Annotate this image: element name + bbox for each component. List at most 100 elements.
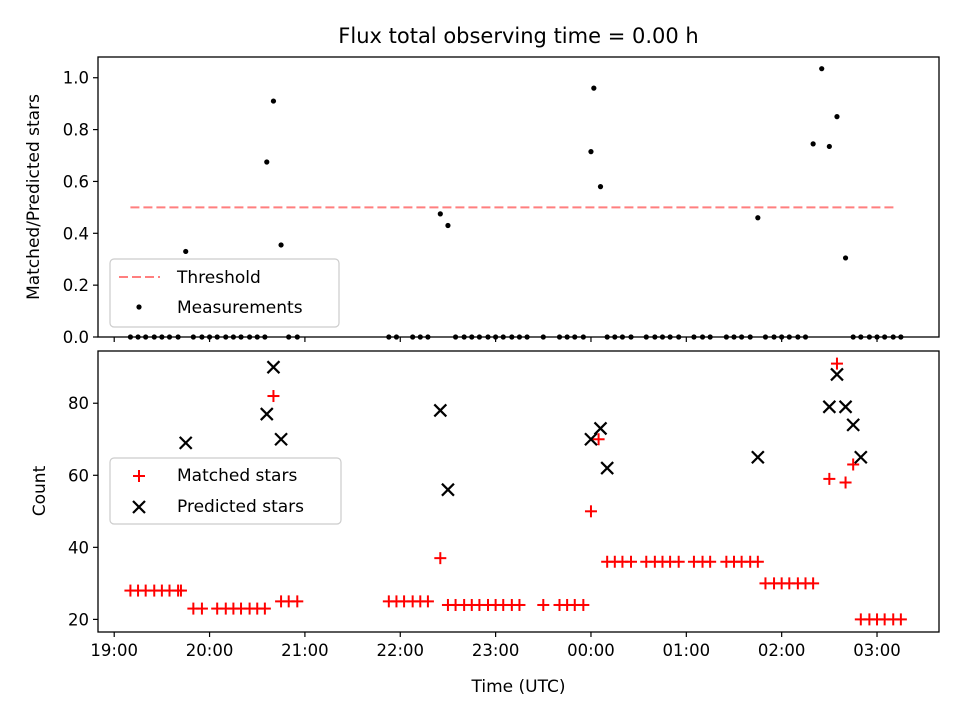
top-y-tick-label: 0.6 xyxy=(63,172,89,191)
predicted-point-b xyxy=(830,367,844,382)
predicted-point xyxy=(441,482,455,497)
matched-point xyxy=(267,390,280,403)
bottom-x-tick-label: 02:00 xyxy=(758,641,806,660)
measurement-point xyxy=(588,149,594,155)
matched-point xyxy=(513,598,526,611)
measurement-point xyxy=(278,242,284,248)
predicted-point-b xyxy=(838,400,853,414)
predicted-point xyxy=(822,400,837,414)
matched-point xyxy=(592,433,605,446)
matched-point xyxy=(174,584,187,597)
legend-predicted-label: Predicted stars xyxy=(177,497,304,517)
bottom-panel: 20 40 60 80 19:00 20:00 21:00 22:00 23:00 00:00 0… xyxy=(30,350,940,697)
measurement-point xyxy=(597,184,604,190)
predicted-point xyxy=(593,421,608,436)
predicted-point-b xyxy=(266,360,281,374)
matched-point xyxy=(672,555,685,568)
chart-title: Flux total observing time = 0.00 h xyxy=(338,24,698,48)
matched-point xyxy=(830,357,843,370)
predicted-point-b xyxy=(600,461,614,475)
predicted-point-b xyxy=(822,400,837,414)
matched-point xyxy=(807,577,820,590)
legend-measurements-label: Measurements xyxy=(177,298,303,318)
measurement-point xyxy=(826,143,832,150)
legend-matched-marker xyxy=(133,470,145,482)
top-legend: Threshold Measurements xyxy=(109,258,340,328)
predicted-point-b xyxy=(593,421,608,436)
predicted-point xyxy=(259,407,274,421)
legend-predicted-marker-b xyxy=(132,500,146,514)
top-plot-frame xyxy=(97,56,940,338)
bottom-x-tick-label: 22:00 xyxy=(376,641,424,660)
predicted-point xyxy=(838,400,853,414)
top-legend-box xyxy=(109,258,340,328)
matched-point xyxy=(195,602,208,615)
matched-stars-points xyxy=(124,357,907,626)
measurement-point xyxy=(445,222,451,229)
bottom-y-tick-label: 60 xyxy=(68,466,89,485)
top-y-tick-label: 1.0 xyxy=(63,69,89,88)
measurement-point xyxy=(270,98,277,104)
matched-point xyxy=(625,555,638,568)
bottom-x-tick-label: 21:00 xyxy=(281,641,329,660)
predicted-point-b xyxy=(846,418,860,432)
legend-matched-label: Matched stars xyxy=(177,466,297,486)
matched-point xyxy=(537,598,550,611)
measurement-point xyxy=(437,211,443,217)
matched-point xyxy=(839,476,852,489)
predicted-point xyxy=(830,367,844,382)
matched-point xyxy=(704,555,717,568)
top-y-axis-label: Matched/Predicted stars xyxy=(24,94,44,300)
matched-point xyxy=(751,555,764,568)
measurement-point xyxy=(264,159,270,165)
predicted-point-b xyxy=(433,403,448,418)
legend-threshold-label: Threshold xyxy=(176,268,261,288)
bottom-x-tick-label: 20:00 xyxy=(186,641,234,660)
legend-measurements-swatch xyxy=(136,304,142,310)
predicted-point-b xyxy=(854,450,868,465)
predicted-stars-points xyxy=(178,360,868,497)
matched-point xyxy=(258,602,271,615)
measurement-point xyxy=(842,255,849,261)
top-y-ticks: 0.0 0.2 0.4 0.6 0.8 1.0 xyxy=(63,69,98,347)
bottom-x-ticks: 19:00 20:00 21:00 22:00 23:00 00:00 01:00 02:00… xyxy=(90,632,901,660)
bottom-plot-frame xyxy=(97,350,940,633)
bottom-legend: Matched stars Predicted stars xyxy=(109,457,342,525)
bottom-x-tick-label: 23:00 xyxy=(472,641,520,660)
predicted-point xyxy=(266,360,281,374)
measurement-point xyxy=(819,66,825,72)
top-y-tick-label: 0.2 xyxy=(63,276,89,295)
predicted-point xyxy=(584,432,598,447)
predicted-point-b xyxy=(584,432,598,447)
top-y-tick-label: 0.0 xyxy=(63,328,89,347)
bottom-x-tick-label: 00:00 xyxy=(567,641,615,660)
predicted-point-b xyxy=(178,436,193,450)
legend-predicted-swatch xyxy=(132,500,146,514)
matched-point xyxy=(421,595,434,608)
bottom-legend-box xyxy=(109,457,342,525)
bottom-x-tick-label: 03:00 xyxy=(853,641,901,660)
top-panel: 0.0 0.2 0.4 0.6 0.8 1.0 Matched/Predicted sta… xyxy=(24,56,940,347)
x-axis-label: Time (UTC) xyxy=(471,677,566,697)
matched-point xyxy=(823,472,836,485)
measurement-point xyxy=(834,114,840,120)
bottom-y-tick-label: 40 xyxy=(68,538,89,557)
bottom-y-tick-label: 80 xyxy=(68,394,89,413)
predicted-point xyxy=(274,432,288,447)
predicted-point xyxy=(751,450,765,465)
predicted-point xyxy=(433,403,448,418)
predicted-point-b xyxy=(274,432,288,447)
bottom-y-axis-label: Count xyxy=(30,465,50,516)
matched-point xyxy=(434,552,447,565)
predicted-point xyxy=(600,461,614,475)
predicted-point-b xyxy=(259,407,274,421)
predicted-point xyxy=(846,418,860,432)
measurement-point xyxy=(591,85,597,91)
matched-point xyxy=(577,598,590,611)
measurement-point xyxy=(183,248,189,255)
measurement-point xyxy=(755,215,761,221)
top-y-tick-label: 0.8 xyxy=(63,121,89,140)
matched-point xyxy=(894,613,907,626)
predicted-point xyxy=(854,450,868,465)
